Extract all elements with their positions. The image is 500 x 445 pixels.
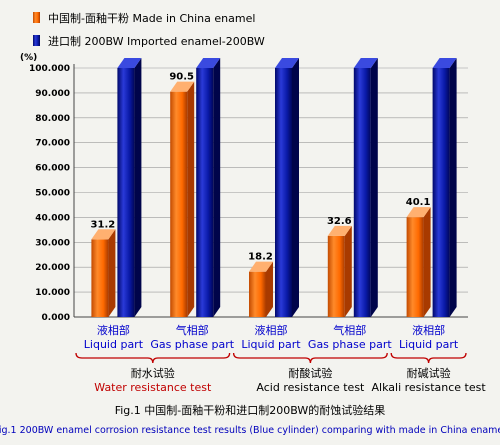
bar-orange-5-top [406,207,431,218]
bar-blue-3-front [275,68,292,317]
data-label-orange-1: 31.2 [91,219,116,230]
bar-orange-5 [406,207,431,317]
bar-blue-2 [196,58,221,317]
bar-blue-4-top [353,58,378,68]
bar-orange-2 [170,81,195,317]
bar-blue-1 [117,58,142,317]
bar-orange-1 [91,229,116,317]
bar-blue-2-side [213,58,221,317]
bar-blue-4-side [370,58,378,317]
category-label-cn-5: 液相部 [412,323,445,337]
bar-orange-4 [327,225,352,317]
category-label-en-3: Liquid part [241,338,301,351]
group-brace-3 [390,352,467,364]
y-axis-label: (%) [20,53,37,63]
bar-blue-1-front [117,68,135,317]
bar-blue-5-top [432,58,457,68]
group-brace-2 [232,352,388,364]
group-label-en-3: Alkali resistance test [372,381,487,394]
bar-blue-3-side [292,58,299,317]
bar-blue-4 [353,58,378,317]
y-tick-label: 60.000 [35,164,70,174]
bar-orange-4-top [327,225,352,236]
group-brace-1 [75,352,231,364]
caption: Fig.1 中国制-面釉干粉和进口制200BW的耐蚀试验结果 Fig.1 200B… [0,403,500,436]
bar-orange-2-front [170,91,188,317]
bar-orange-3-side [266,261,273,317]
y-tick-label: 0.000 [42,313,70,323]
data-label-orange-2: 90.5 [169,72,194,83]
bar-blue-1-side [134,58,142,317]
bar-orange-4-side [344,225,352,317]
data-label-orange-3: 18.2 [248,252,273,263]
category-label-en-1: Liquid part [84,338,144,351]
y-tick-label: 10.000 [35,288,70,298]
y-tick-label: 30.000 [35,238,70,248]
bar-orange-2-top [170,81,195,92]
caption-english: Fig.1 200BW enamel corrosion resistance … [0,425,500,436]
bar-blue-2-front [196,68,214,317]
y-tick-label: 50.000 [35,189,70,199]
bar-orange-1-side [108,229,116,317]
group-label-cn-2: 耐酸试验 [288,366,332,380]
legend-label-1: 中国制-面釉干粉 Made in China enamel [48,11,255,25]
category-label-en-4: Gas phase part [308,338,392,351]
bar-orange-3-front [249,271,266,317]
bar-blue-3 [275,58,299,317]
y-tick-label: 90.000 [35,89,70,99]
bar-blue-5-side [449,58,457,317]
category-label-en-5: Liquid part [399,338,459,351]
category-label-cn-1: 液相部 [97,323,130,337]
legend-swatch-2 [33,35,40,46]
bar-orange-2-side [187,81,195,317]
y-tick-label: 70.000 [35,139,70,149]
y-tick-label: 20.000 [35,263,70,273]
y-tick-label: 100.000 [29,64,70,74]
bar-orange-5-side [423,207,431,317]
bar-blue-5-front [432,68,450,317]
category-label-en-2: Gas phase part [150,338,234,351]
category-label-cn-2: 气相部 [176,323,209,337]
legend-swatch-1 [33,12,40,23]
group-label-en-1: Water resistance test [94,381,212,394]
bar-orange-4-front [327,235,345,317]
legend: 中国制-面釉干粉 Made in China enamel 进口制 200BW I… [33,11,265,48]
group-label-en-2: Acid resistance test [256,381,365,394]
group-label-cn-3: 耐碱试验 [407,366,451,380]
bar-blue-2-top [196,58,221,68]
bar-orange-5-front [406,217,424,317]
bar-blue-1-top [117,58,142,68]
bar-blue-4-front [353,68,371,317]
y-tick-label: 80.000 [35,114,70,124]
legend-label-2: 进口制 200BW Imported enamel-200BW [48,35,265,48]
bar-orange-1-top [91,229,116,240]
bar-blue-3-top [275,58,299,68]
category-label-cn-3: 液相部 [255,323,288,337]
bar-orange-1-front [91,239,109,317]
category-label-cn-4: 气相部 [333,323,366,337]
y-axis: (%) 0.000 10.000 20.000 30.000 40.000 50.000 60… [20,53,468,323]
group-label-cn-1: 耐水试验 [131,366,175,380]
bar-blue-5 [432,58,457,317]
data-label-orange-5: 40.1 [406,197,431,208]
data-label-orange-4: 32.6 [327,216,352,227]
bar-orange-3-top [249,261,273,272]
caption-chinese: Fig.1 中国制-面釉干粉和进口制200BW的耐蚀试验结果 [115,403,386,417]
bars: 31.2 90.5 18.2 32.6 40.1 [91,58,457,317]
y-tick-label: 40.000 [35,213,70,223]
bar-orange-3 [249,261,273,317]
